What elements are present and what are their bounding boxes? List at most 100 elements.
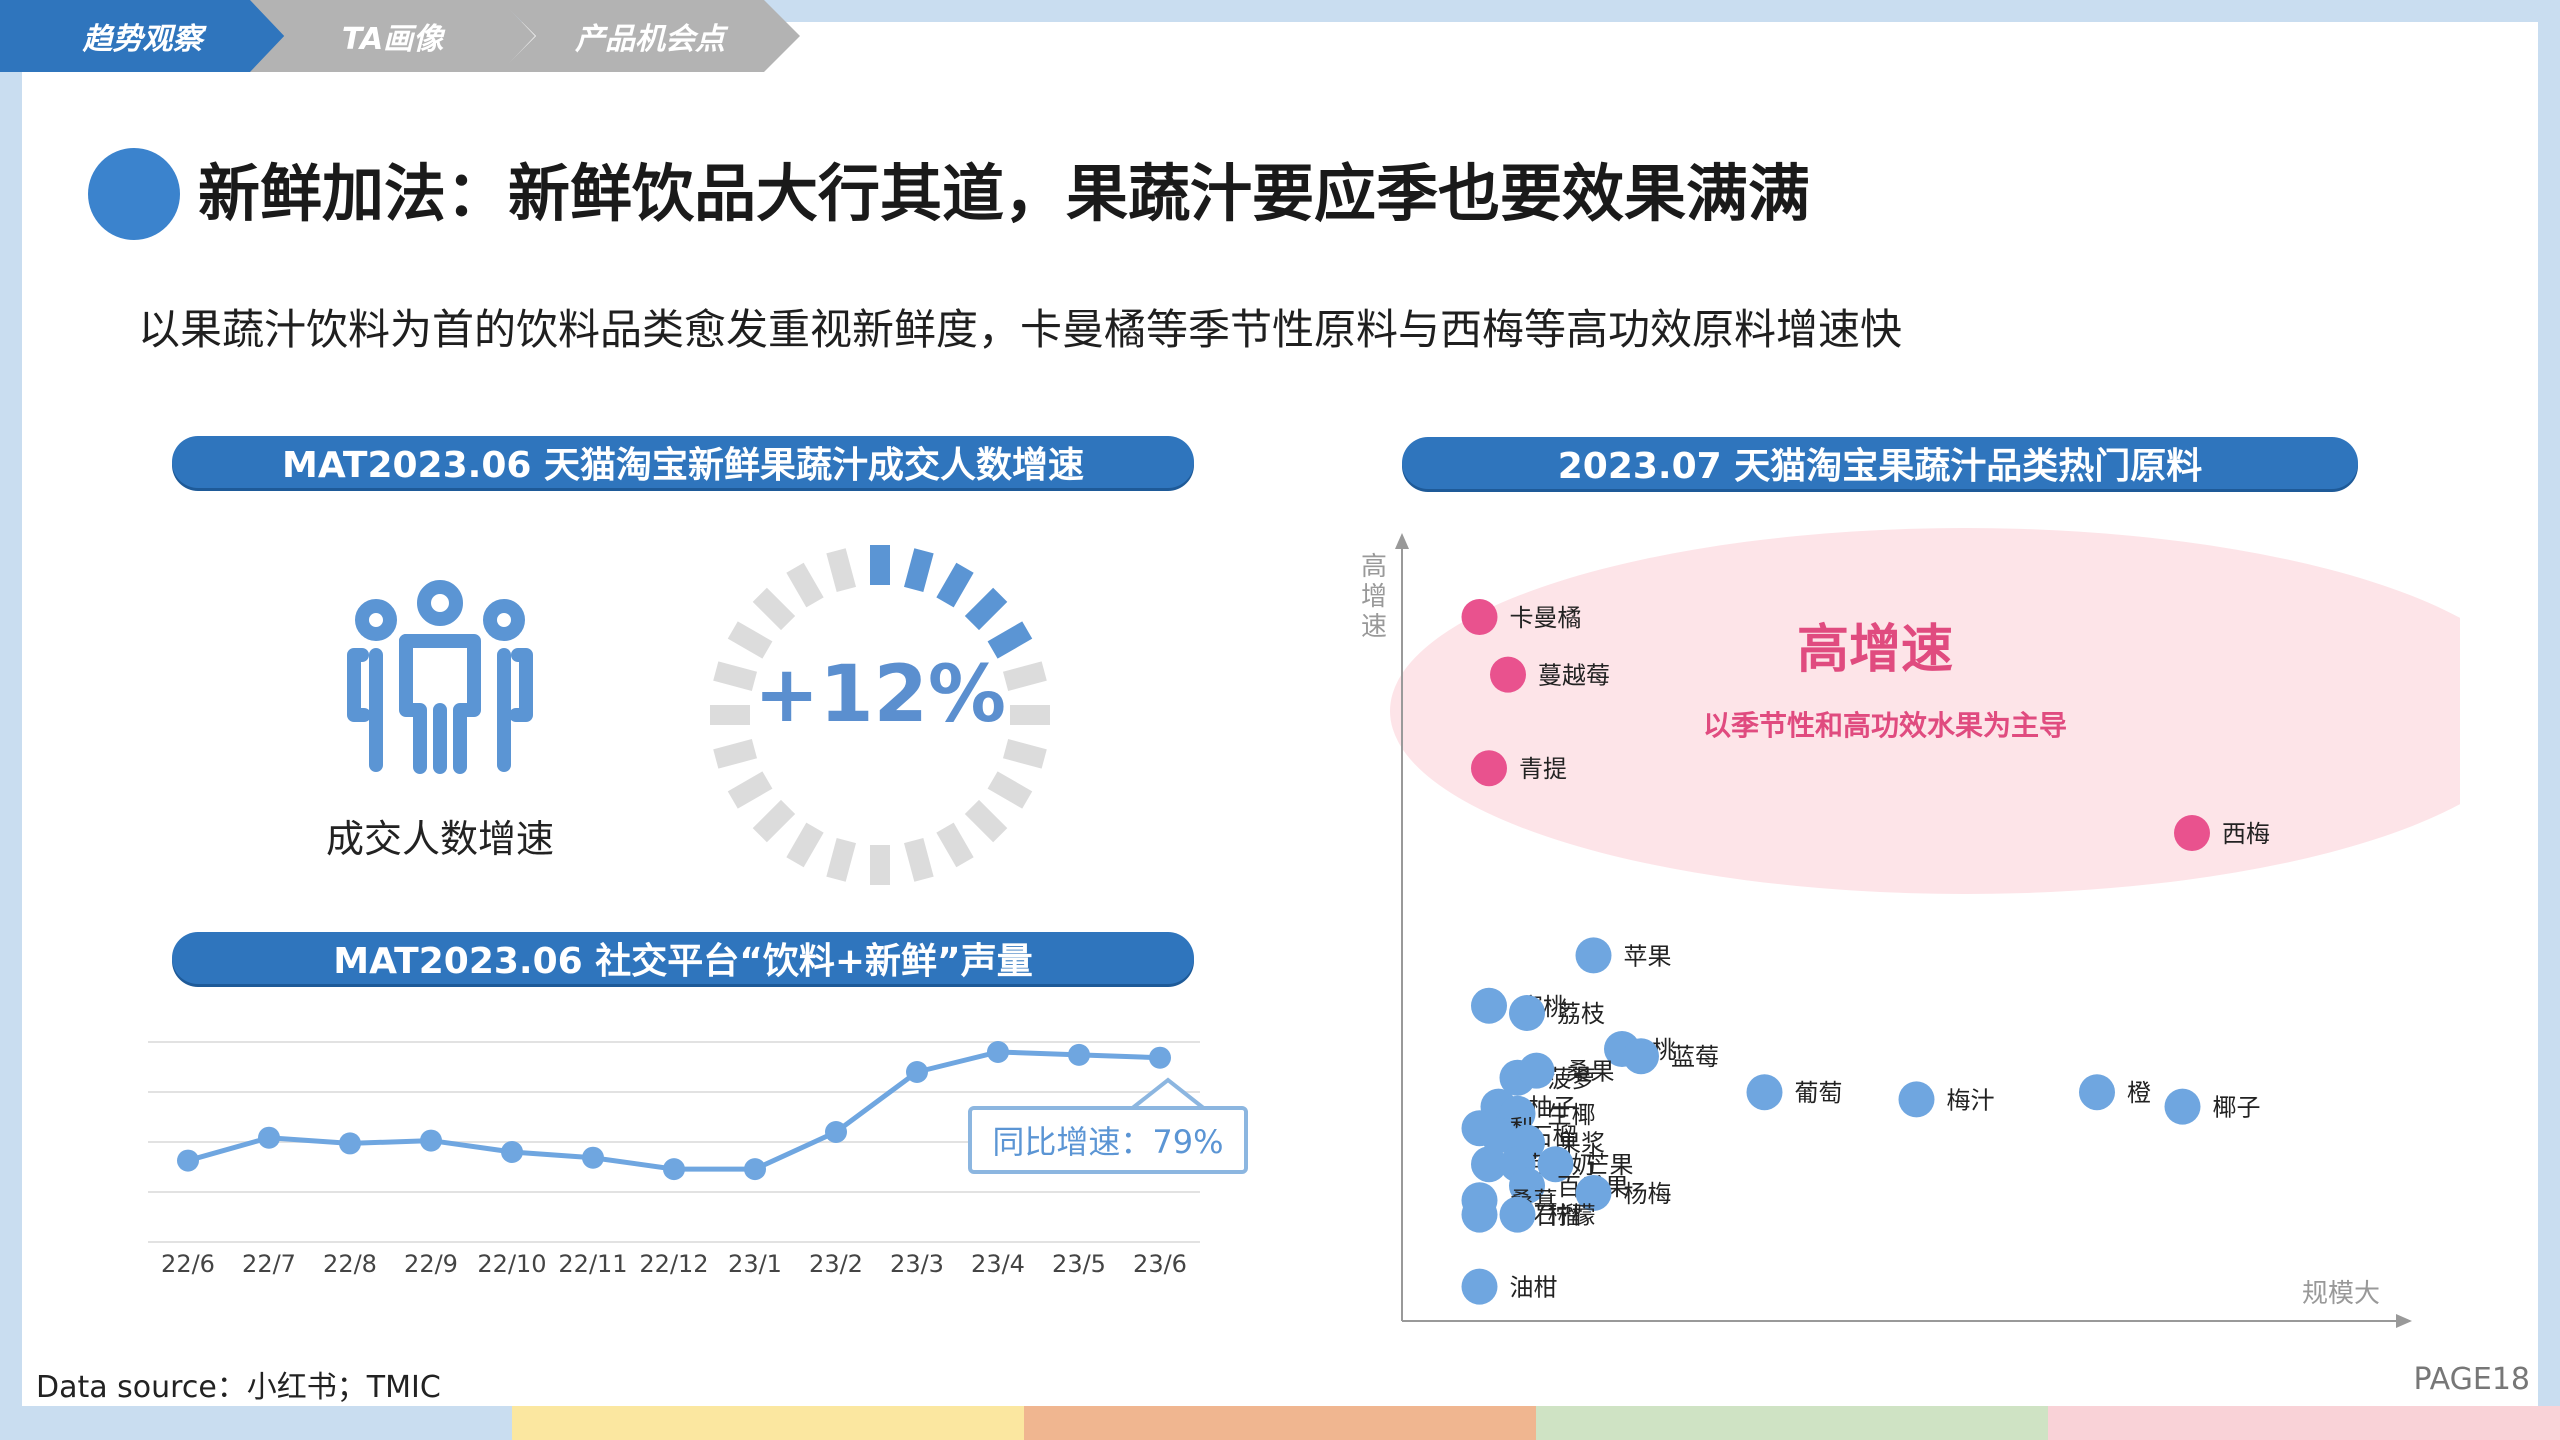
breadcrumb-item-trend[interactable]: 趋势观察 [0,0,285,72]
scatter-point [1461,1268,1498,1305]
breadcrumb-item-opportunity[interactable]: 产品机会点 [500,0,800,72]
growth-gauge [710,545,1050,885]
scatter-point [1480,1117,1517,1154]
x-tick-label: 23/2 [809,1250,863,1278]
x-tick-label: 22/8 [323,1250,377,1278]
x-tick-label: 22/11 [558,1250,627,1278]
data-point [420,1129,442,1152]
scatter-point [1898,1081,1935,1118]
scatter-point-label: 苹果 [1624,942,1672,970]
x-axis-arrow-icon [2396,1314,2412,1328]
strip-segment [0,1406,512,1440]
gauge-tick [826,837,857,882]
callout-tip-icon [1128,1077,1208,1112]
gauge-tick [987,621,1033,659]
bottom-color-strip [0,1406,2560,1440]
scatter-point-label: 柠檬 [1548,1202,1596,1230]
x-tick-label: 23/5 [1052,1250,1106,1278]
title-bullet-icon [88,148,180,240]
section-header-ingredients: 2023.07 天猫淘宝果蔬汁品类热门原料 [1402,437,2358,489]
y-axis-label: 速 [1361,612,1387,642]
gauge-tick [786,822,824,868]
data-point [177,1149,199,1172]
breadcrumb-label: 产品机会点 [575,22,725,57]
gauge-tick [713,661,758,692]
data-point [663,1158,685,1181]
scatter-point [1471,1146,1507,1183]
page-number: PAGE18 [2413,1362,2530,1397]
scatter-point [1537,1146,1574,1183]
data-source: Data source：小红书；TMIC [36,1370,441,1405]
x-tick-label: 22/7 [242,1250,296,1278]
section-header-growth: MAT2023.06 天猫淘宝新鲜果蔬汁成交人数增速 [172,436,1194,488]
gauge-tick [786,562,824,608]
scatter-point-label: 橙 [2127,1079,2151,1107]
y-axis-label: 增 [1361,582,1387,612]
x-tick-label: 23/1 [728,1250,782,1278]
scatter-point [1471,987,1507,1024]
scatter-point-label: 菠萝 [1548,1065,1596,1093]
people-label: 成交人数增速 [325,817,554,861]
scatter-point [1471,750,1507,787]
highlight-subtitle: 以季节性和高功效水果为主导 [1703,709,2067,742]
x-tick-label: 22/9 [404,1250,458,1278]
scatter-point-label: 葡萄 [1795,1079,1843,1107]
scatter-point-label: 西梅 [2222,820,2270,848]
scatter-point-label: 蓝莓 [1671,1043,1719,1071]
scatter-point-label: 生椰 [1548,1101,1596,1129]
scatter-point-label: 柚子 [1529,1094,1577,1122]
data-point [339,1132,361,1155]
ingredient-scatter-chart: 高增速规模大高增速以季节性和高功效水果为主导卡曼橘蔓越莓青提西梅苹果蜜桃荔枝桃蓝… [1361,528,2460,1328]
scatter-point [2079,1074,2115,1111]
gauge-tick [752,587,796,631]
x-tick-label: 23/3 [890,1250,944,1278]
y-axis-label: 高 [1361,552,1387,582]
gauge-tick [936,562,974,608]
scatter-point [2174,815,2210,851]
breadcrumb-label: 趋势观察 [82,22,203,57]
strip-segment [512,1406,1024,1440]
gauge-tick [752,799,796,843]
breadcrumb-item-ta[interactable]: TA画像 [250,0,535,72]
gauge-tick [903,548,934,593]
section-header-volume: MAT2023.06 社交平台“饮料+新鲜”声量 [172,932,1194,984]
scatter-point-label: 椰子 [2213,1094,2261,1122]
scatter-point [1499,1196,1536,1233]
data-point [501,1141,523,1163]
high-growth-zone [1390,528,2460,894]
x-tick-label: 22/10 [477,1250,546,1278]
x-axis-label: 规模大 [2302,1279,2380,1309]
gauge-tick [964,799,1008,843]
scatter-point [1518,1052,1555,1089]
scatter-point-label: 杨梅 [1624,1180,1672,1208]
gauge-tick [903,837,934,882]
gauge-tick [727,771,773,809]
gauge-tick [1002,661,1047,692]
data-point [258,1126,280,1149]
breadcrumb: 趋势观察 TA画像 产品机会点 [0,0,820,72]
data-point [582,1146,604,1169]
gauge-tick [964,587,1008,631]
data-point [906,1061,928,1083]
gauge-tick [727,621,773,659]
gauge-tick [826,548,857,593]
scatter-point [1490,656,1526,693]
scatter-point [1509,1167,1545,1204]
x-tick-label: 23/6 [1133,1250,1187,1278]
scatter-point [1461,599,1498,635]
gauge-tick [936,822,974,868]
scatter-point-label: 芒果 [1586,1151,1634,1179]
data-point [1068,1043,1090,1066]
data-point [744,1158,766,1181]
gauge-tick [987,771,1033,809]
scatter-point-label: 荔枝 [1557,1000,1605,1028]
people-icon [347,580,533,774]
gauge-tick [1002,738,1047,769]
breadcrumb-label: TA画像 [341,22,444,57]
strip-segment [1536,1406,2048,1440]
scatter-point [1746,1074,1783,1111]
data-point [825,1121,847,1143]
scatter-point-label: 蔓越莓 [1538,662,1610,690]
scatter-point [1575,1175,1612,1211]
x-tick-label: 22/6 [161,1250,215,1278]
